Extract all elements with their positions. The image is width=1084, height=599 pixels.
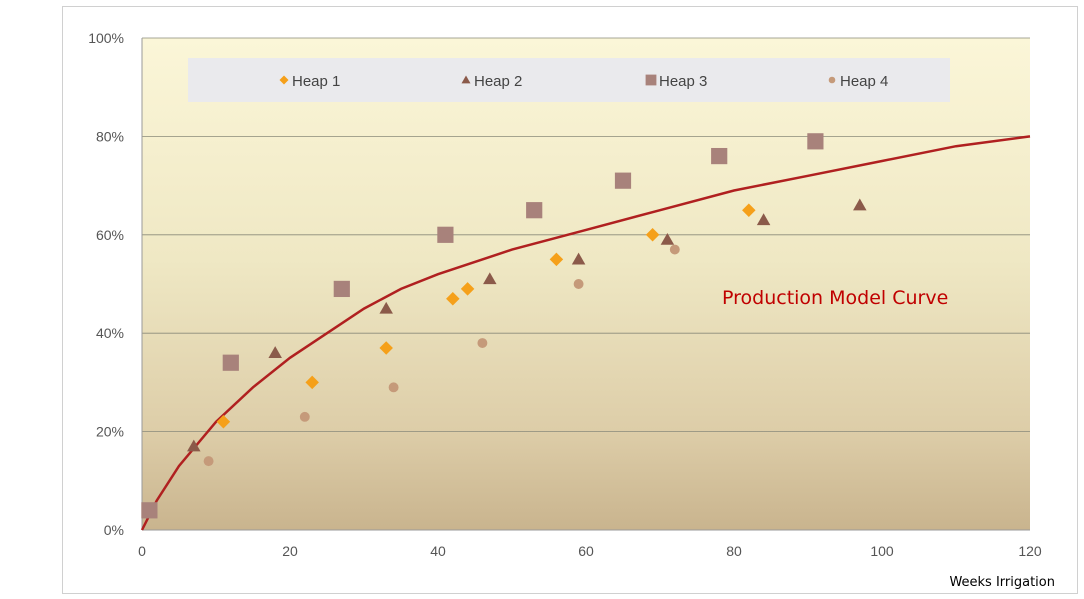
heap-3-point (222, 354, 239, 371)
heap-1-point (305, 375, 319, 390)
heap-2-legend-marker (461, 75, 471, 84)
x-tick-label: 0 (138, 543, 146, 559)
heap-3-point (526, 202, 543, 219)
heap-4-legend-marker (828, 76, 836, 84)
heap-4-point (299, 411, 310, 422)
x-tick-label: 80 (726, 543, 742, 559)
heap-2-point (660, 232, 675, 245)
heap-1-point (742, 203, 756, 217)
production-model-curve (140, 135, 1031, 531)
heap-3-point (333, 280, 350, 298)
x-tick-label: 60 (578, 543, 594, 559)
y-tick-label: 60% (96, 227, 124, 243)
y-tick-label: 20% (96, 424, 124, 440)
heap-4-legend-label: Heap 4 (840, 73, 888, 90)
x-axis-label: Weeks Irrigation (949, 575, 1055, 590)
heap-2-point (187, 439, 201, 452)
heap-1-point (446, 292, 460, 306)
heap-2-point (571, 252, 586, 265)
heap-4-point (388, 382, 399, 393)
heap-4-point (669, 244, 680, 255)
heap-4-point (203, 456, 214, 467)
heap-1-point (549, 252, 564, 267)
heap-3-point (141, 502, 158, 519)
y-tick-label: 0% (104, 522, 124, 538)
y-tick-label: 100% (88, 30, 124, 46)
x-tick-label: 40 (430, 543, 446, 559)
heap-3-point (614, 172, 632, 189)
heap-2-point (853, 198, 867, 211)
heap-1-legend-label: Heap 1 (292, 73, 340, 90)
legend-box (188, 58, 950, 102)
x-tick-label: 20 (282, 543, 298, 559)
curve-annotation: Production Model Curve (722, 287, 948, 309)
x-tick-label: 100 (870, 543, 894, 559)
heap-2-legend-label: Heap 2 (474, 73, 522, 90)
heap-3-legend-marker (645, 74, 657, 86)
heap-1-point (216, 415, 231, 429)
y-tick-label: 40% (96, 325, 124, 341)
heap-3-legend-label: Heap 3 (659, 73, 707, 90)
heap-1-legend-marker (279, 75, 289, 85)
heap-4-point (477, 338, 488, 348)
heap-1-point (645, 228, 660, 242)
x-tick-label: 120 (1018, 543, 1042, 559)
heap-2-point (268, 346, 282, 358)
heap-4-point (573, 279, 584, 289)
plot-area (142, 38, 1030, 530)
heap-1-point (460, 282, 475, 296)
y-tick-label: 80% (96, 128, 124, 144)
heap-3-point (807, 133, 824, 150)
heap-3-point (437, 226, 454, 243)
heap-3-point (711, 147, 728, 165)
heap-2-point (756, 213, 771, 226)
heap-2-point (483, 272, 497, 285)
heap-1-point (379, 341, 393, 355)
heap-2-point (379, 301, 393, 314)
